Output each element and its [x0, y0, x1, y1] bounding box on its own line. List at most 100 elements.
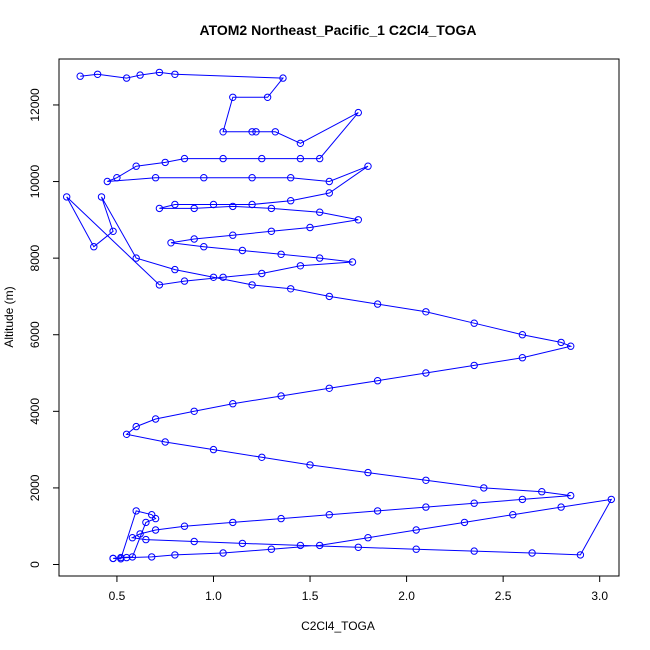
data-point	[238, 539, 247, 548]
data-point	[277, 392, 285, 400]
y-tick-label: 0	[28, 561, 42, 568]
data-point	[97, 193, 106, 201]
data-point	[200, 243, 208, 251]
data-point	[248, 128, 256, 136]
data-point	[142, 518, 150, 527]
data-point	[93, 70, 102, 79]
data-point	[117, 553, 125, 562]
data-point	[480, 484, 488, 492]
data-point	[354, 543, 362, 551]
data-point	[296, 541, 305, 550]
data-point	[148, 553, 156, 561]
data-point	[155, 281, 164, 289]
y-tick-label: 2000	[28, 474, 42, 501]
y-tick-label: 6000	[28, 321, 42, 348]
data-point	[306, 461, 314, 469]
data-point	[422, 503, 430, 511]
data-point	[219, 273, 227, 281]
data-point	[109, 554, 117, 563]
data-point	[325, 384, 333, 392]
data-point	[316, 208, 324, 216]
y-axis: 0 2000 4000 6000 8000 10000 12000	[28, 88, 60, 568]
data-point	[470, 361, 478, 370]
data-point	[422, 308, 430, 316]
data-point	[373, 300, 382, 308]
data-point	[248, 281, 256, 289]
data-point	[364, 468, 372, 477]
x-tick-label: 2.0	[398, 589, 415, 603]
data-point	[607, 495, 615, 504]
data-point	[167, 239, 175, 247]
data-point	[190, 235, 198, 243]
data-point	[277, 250, 285, 259]
x-tick-label: 3.0	[591, 589, 608, 603]
data-point	[316, 254, 324, 262]
data-point	[325, 189, 333, 197]
data-point	[90, 243, 98, 251]
data-point	[470, 547, 478, 555]
data-point	[258, 269, 266, 278]
data-point	[151, 526, 160, 534]
data-point	[354, 216, 362, 224]
data-point	[248, 174, 256, 182]
data-point	[136, 71, 144, 79]
data-point	[171, 265, 179, 274]
data-point	[528, 549, 536, 557]
data-point	[460, 518, 469, 527]
data-point	[287, 285, 295, 293]
data-point	[325, 292, 333, 301]
data-point	[373, 377, 382, 385]
data-point	[109, 227, 117, 236]
series-line	[66, 71, 613, 560]
data-point	[238, 246, 247, 255]
data-point	[62, 193, 71, 201]
data-point	[364, 162, 372, 170]
data-point	[373, 507, 382, 515]
data-point	[151, 415, 160, 423]
data-point	[132, 162, 140, 170]
data-point	[136, 530, 144, 538]
data-point	[538, 488, 546, 496]
data-point	[422, 369, 430, 377]
data-point	[229, 518, 237, 527]
data-point	[296, 139, 305, 148]
data-point	[258, 154, 266, 163]
chart-title: ATOM2 Northeast_Pacific_1 C2Cl4_TOGA	[200, 22, 477, 38]
data-point	[325, 511, 333, 519]
data-point	[132, 507, 140, 515]
x-axis: 0.5 1.0 1.5 2.0 2.5 3.0	[109, 575, 608, 603]
x-tick-label: 2.5	[495, 589, 512, 603]
y-axis-label: Altitude (m)	[2, 286, 16, 347]
data-point	[113, 174, 121, 182]
data-point	[567, 491, 575, 500]
data-point	[142, 535, 150, 544]
data-point	[190, 537, 198, 546]
data-point	[229, 400, 237, 408]
data-point	[412, 526, 420, 534]
data-point	[128, 534, 137, 542]
data-point	[103, 177, 112, 186]
data-point	[171, 551, 179, 559]
data-point	[316, 154, 324, 163]
data-point	[364, 534, 372, 542]
data-point	[267, 545, 276, 553]
y-tick-label: 12000	[28, 88, 42, 122]
data-point	[316, 541, 324, 550]
data-point	[155, 204, 164, 213]
data-point	[180, 277, 189, 285]
data-point	[470, 319, 478, 327]
data-point	[200, 174, 208, 182]
data-point	[151, 174, 160, 182]
data-point	[148, 511, 156, 519]
data-point	[161, 438, 169, 446]
data-point	[209, 445, 218, 454]
data-point	[518, 495, 527, 504]
series-layer	[62, 68, 615, 563]
data-point	[277, 514, 285, 523]
y-tick-label: 10000	[28, 165, 42, 199]
data-point	[252, 128, 260, 136]
y-tick-label: 4000	[28, 398, 42, 425]
data-point	[229, 93, 237, 102]
